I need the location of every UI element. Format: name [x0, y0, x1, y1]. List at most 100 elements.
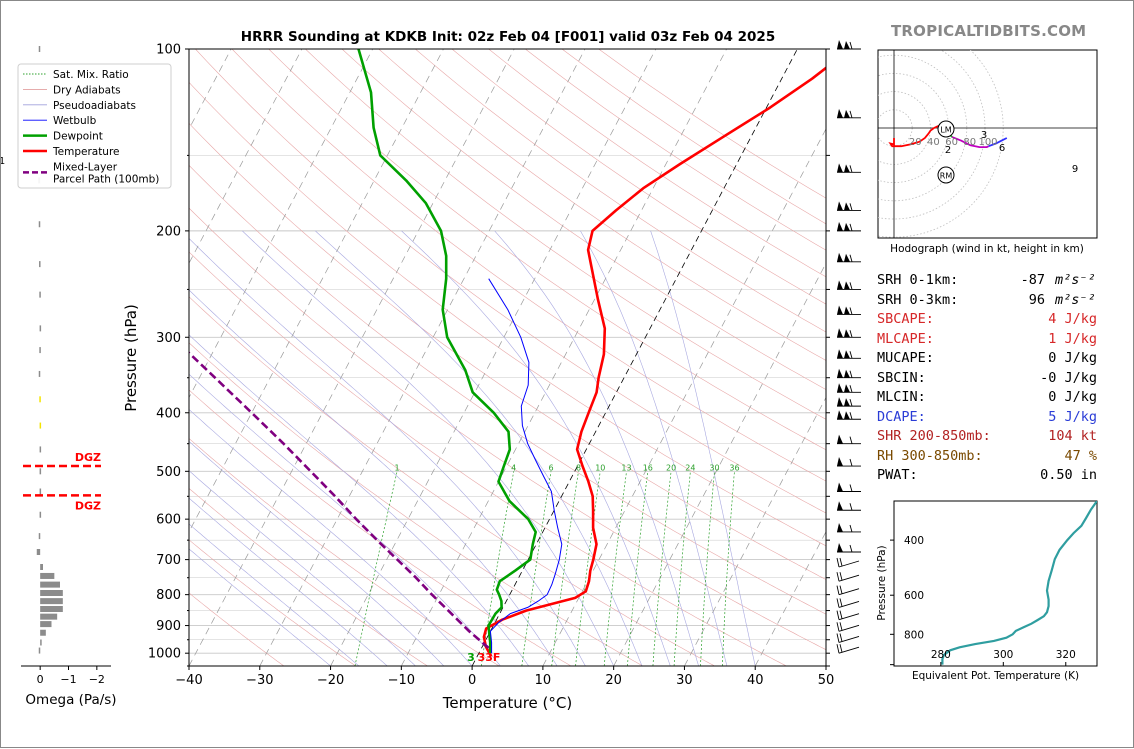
barb-flag	[839, 572, 843, 581]
omega-bar	[38, 46, 41, 52]
omega-bar	[38, 647, 41, 654]
barb-pennant	[844, 164, 850, 173]
barb-flag	[849, 398, 853, 407]
skewt-background: 1 4 6 8 10 13 16 20 24 30 36	[1, 49, 826, 666]
series-wetbulb	[488, 278, 563, 654]
barb-pennant	[837, 410, 843, 420]
barb-flag	[849, 412, 853, 420]
hodograph-trace	[951, 136, 990, 149]
index-label: PWAT:	[877, 467, 918, 483]
barb-pennant	[837, 383, 843, 393]
wind-barb	[837, 522, 861, 533]
index-row: DCAPE: 5 J/kg	[877, 408, 1107, 428]
index-label: SRH 0-1km:	[877, 272, 959, 288]
omega-bar	[39, 488, 42, 495]
omega-bar	[36, 548, 41, 555]
barb-pennant	[844, 384, 850, 393]
legend-label-line: Wetbulb	[53, 115, 97, 127]
isotherm	[259, 49, 586, 666]
dry-adiabat	[189, 122, 826, 580]
index-label: MUCAPE:	[877, 350, 934, 366]
wind-barb	[836, 598, 860, 608]
y-tick-label: 200	[156, 224, 181, 239]
storm-motion-marker	[937, 166, 955, 184]
index-label: MLCAPE:	[877, 330, 934, 347]
index-row: SBCIN: -0 J/kg	[877, 369, 1107, 389]
index-value: 0.50 in	[1040, 467, 1097, 483]
y-tick-label: 500	[156, 465, 181, 480]
wind-barb	[837, 328, 861, 338]
barb-pennant	[844, 202, 850, 211]
barb-flag	[836, 585, 840, 595]
barb-pennant	[844, 109, 850, 118]
isotherm	[613, 262, 826, 666]
index-value: 0 J/kg	[1048, 350, 1097, 366]
barb-pennant	[844, 253, 850, 262]
wind-barb	[837, 40, 861, 50]
hodograph-ring-label: 80	[963, 137, 976, 148]
barb-staff	[838, 601, 860, 608]
wind-barb	[836, 572, 860, 582]
wind-barb	[837, 457, 861, 467]
theta-y-tick-label: 600	[904, 590, 924, 602]
dry-adiabat	[378, 49, 826, 361]
barb-pennant	[837, 482, 843, 492]
index-label: SHR 200-850mb:	[877, 428, 991, 444]
index-value: 5 J/kg	[1048, 408, 1097, 425]
skewt-clip	[1, 49, 826, 666]
isotherm	[1, 49, 19, 666]
hodograph-trace	[988, 137, 1008, 148]
hodograph-height-label: 1	[1, 156, 5, 167]
y-tick-label: 300	[156, 331, 181, 346]
moist-adiabat	[189, 409, 473, 666]
wind-barb	[836, 610, 860, 621]
mixing-ratio-label: 4	[511, 463, 516, 472]
hodograph-panel: 20 40 60 80 100 1 2 3 6 9 LM RM Hodograph (wind in k…	[1, 49, 1098, 255]
barb-flag	[836, 610, 840, 620]
theta-y-axis-label: Pressure (hPa)	[876, 545, 888, 620]
mixing-ratio-line	[652, 471, 672, 666]
index-row: MLCAPE: 1 J/kg	[877, 330, 1107, 350]
index-value: 104 kt	[1048, 428, 1097, 444]
barb-pennant	[837, 252, 843, 262]
barb-pennant	[844, 398, 850, 407]
omega-bar	[40, 629, 46, 636]
legend-box	[17, 63, 172, 189]
skewt-axes: −40 −30 −20 −10 0 10 20 30 40 50 100 200 300 400 500 60…	[122, 43, 834, 713]
series-mixed-layer-parcel-path-100mb-	[189, 351, 490, 649]
index-value: 47 %	[1064, 447, 1097, 464]
dry-adiabat	[189, 81, 826, 547]
x-tick-label: −40	[175, 673, 202, 688]
y-tick-label: 1000	[148, 647, 181, 662]
legend-label: Mixed-Layer Parcel Path (100mb)	[53, 161, 159, 185]
omega-tick-label: −1	[60, 673, 76, 686]
x-tick-label: −20	[317, 673, 344, 688]
dry-adiabat	[268, 49, 826, 451]
barb-staff	[838, 624, 860, 632]
barb-flag	[836, 622, 840, 632]
dry-adiabat	[305, 49, 826, 420]
brand-logo: TROPICALTIDBITS.COM	[891, 22, 1087, 40]
barb-flag	[836, 572, 840, 582]
y-tick-label: 700	[156, 553, 181, 568]
barb-pennant	[844, 41, 850, 49]
mixing-ratio-line	[627, 471, 649, 666]
mixing-ratio-label: 30	[709, 463, 719, 472]
omega-bar	[40, 606, 63, 613]
wind-barb	[837, 201, 861, 211]
barb-staff	[838, 588, 860, 596]
omega-bar	[39, 422, 42, 429]
legend-label: Dry Adiabats	[53, 84, 121, 96]
x-tick-label: 30	[676, 673, 693, 688]
moist-adiabat	[242, 230, 614, 666]
barb-pennant	[844, 306, 850, 315]
barb-staff	[838, 574, 860, 582]
barb-flag	[839, 598, 843, 607]
barb-staff	[838, 560, 860, 568]
barb-pennant	[844, 222, 850, 231]
barb-pennant	[837, 221, 843, 231]
mixing-ratio-line	[575, 471, 601, 666]
isotherm	[401, 49, 727, 666]
series-dewpoint	[357, 49, 538, 654]
